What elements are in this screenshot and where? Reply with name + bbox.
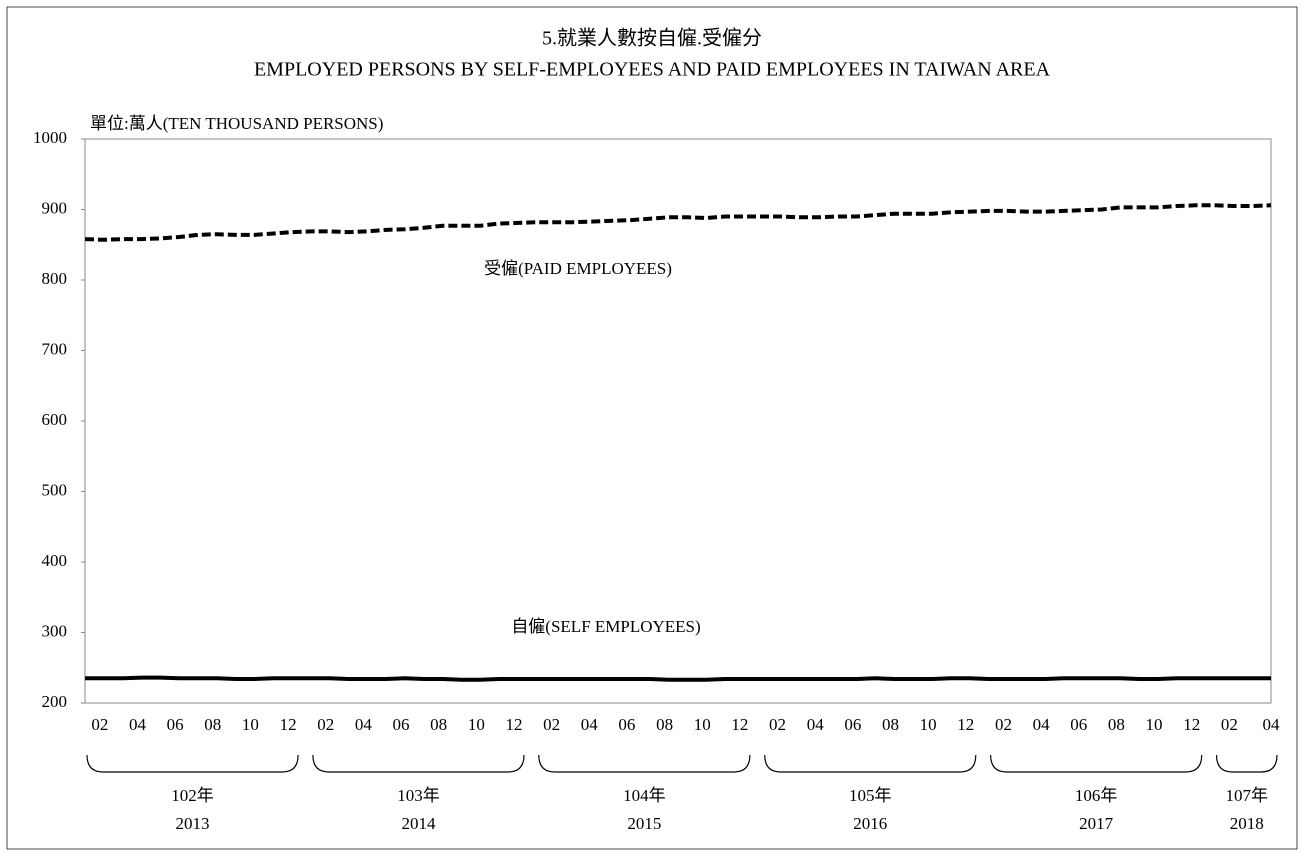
y-tick-label: 200 [42,692,68,711]
series-line [84,203,1272,242]
year-label: 2014 [401,814,436,833]
year-label: 106年 [1075,786,1118,805]
x-tick-label: 06 [393,715,410,734]
year-label: 105年 [849,786,892,805]
year-bracket [312,754,525,773]
x-tick-label: 04 [581,715,599,734]
x-tick-label: 12 [1183,715,1200,734]
year-bracket [764,754,977,773]
y-tick-label: 700 [42,339,68,358]
x-tick-label: 04 [1263,715,1281,734]
x-tick-label: 04 [129,715,147,734]
x-tick-label: 12 [957,715,974,734]
chart-subtitle: EMPLOYED PERSONS BY SELF-EMPLOYEES AND P… [254,59,1051,81]
x-tick-label: 02 [1221,715,1238,734]
y-tick-label: 600 [42,410,68,429]
x-tick-label: 08 [1108,715,1125,734]
chart-frame [6,6,1298,850]
y-axis-label: 單位:萬人(TEN THOUSAND PERSONS) [90,114,383,133]
x-tick-label: 08 [204,715,221,734]
year-label: 103年 [397,786,440,805]
x-tick-label: 08 [430,715,447,734]
x-tick-label: 12 [505,715,522,734]
series-label: 自僱(SELF EMPLOYEES) [511,617,700,636]
year-label: 2018 [1230,814,1264,833]
year-label: 2016 [853,814,887,833]
x-tick-label: 08 [656,715,673,734]
y-tick-label: 400 [42,551,68,570]
x-tick-label: 02 [543,715,560,734]
x-tick-label: 12 [731,715,748,734]
x-tick-label: 10 [468,715,485,734]
x-tick-label: 06 [167,715,184,734]
chart-title: 5.就業人數按自僱.受僱分 [542,27,762,50]
x-tick-label: 12 [280,715,297,734]
year-label: 104年 [623,786,666,805]
x-tick-label: 10 [694,715,711,734]
year-label: 2017 [1079,814,1114,833]
year-label: 2013 [176,814,210,833]
year-bracket [538,754,751,773]
y-tick-label: 500 [42,480,68,499]
series-line [85,675,1271,682]
x-tick-label: 06 [844,715,861,734]
x-tick-label: 08 [882,715,899,734]
year-label: 107年 [1226,786,1269,805]
year-bracket [990,754,1203,773]
y-tick-label: 1000 [33,128,67,147]
x-tick-label: 06 [618,715,635,734]
x-tick-label: 02 [91,715,108,734]
x-tick-label: 04 [355,715,373,734]
year-label: 102年 [171,786,214,805]
x-tick-label: 06 [1070,715,1087,734]
x-tick-label: 02 [995,715,1012,734]
x-tick-label: 10 [1146,715,1163,734]
y-tick-label: 800 [42,269,68,288]
x-tick-label: 10 [920,715,937,734]
x-tick-label: 10 [242,715,259,734]
x-tick-label: 02 [769,715,786,734]
y-tick-label: 900 [42,198,68,217]
x-tick-label: 02 [317,715,334,734]
y-tick-label: 300 [42,621,68,640]
year-label: 2015 [627,814,661,833]
year-bracket [86,754,299,773]
series-label: 受僱(PAID EMPLOYEES) [484,259,672,278]
year-bracket [1215,754,1278,773]
x-tick-label: 04 [1033,715,1051,734]
x-tick-label: 04 [807,715,825,734]
